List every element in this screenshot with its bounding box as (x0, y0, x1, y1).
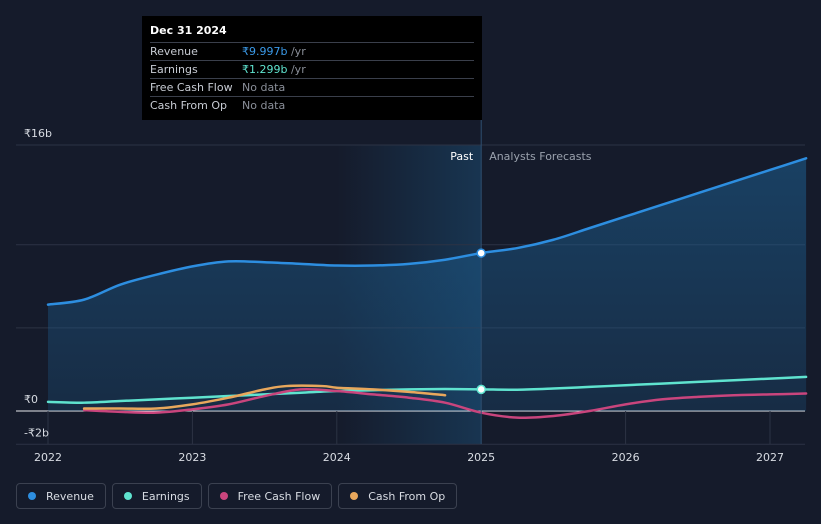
legend-item-earnings[interactable]: Earnings (111, 483, 202, 509)
cash-from-op-dot-icon (350, 492, 359, 500)
tooltip-earnings-suffix: /yr (287, 63, 306, 76)
legend-item-cash-from-op[interactable]: Cash From Op (338, 483, 458, 509)
x-tick-label: 2023 (178, 451, 206, 464)
tooltip-revenue-value: ₹9.997b (242, 45, 288, 58)
y-tick-label: ₹16b (24, 127, 52, 140)
x-axis-labels: 2022 2023 2024 2025 2026 2027 (34, 451, 784, 464)
tooltip-value: ₹9.997b /yr (242, 45, 306, 58)
tooltip-row-earnings: Earnings ₹1.299b /yr (150, 60, 474, 78)
tooltip-label: Free Cash Flow (150, 81, 233, 94)
tooltip-date: Dec 31 2024 (150, 24, 227, 37)
tooltip-label: Cash From Op (150, 99, 228, 112)
tooltip-cfo-value: No data (242, 99, 286, 112)
legend-label: Revenue (46, 489, 94, 503)
tooltip: Dec 31 2024 Revenue ₹9.997b /yr Earnings… (142, 16, 482, 120)
legend-label: Free Cash Flow (237, 489, 321, 503)
revenue-line (46, 157, 808, 306)
x-tick-label: 2024 (323, 451, 351, 464)
legend-label: Cash From Op (368, 489, 446, 503)
tooltip-row-cfo: Cash From Op No data (150, 96, 474, 114)
earnings-line (46, 375, 808, 404)
y-tick-label: -₹2b (24, 426, 49, 439)
x-tick-label: 2026 (612, 451, 640, 464)
area-fills (48, 158, 807, 411)
past-label: Past (450, 150, 474, 163)
x-tick-label: 2025 (467, 451, 495, 464)
revenue-marker (476, 248, 486, 258)
revenue-area (48, 158, 807, 411)
tooltip-label: Revenue (150, 45, 198, 58)
tooltip-label: Earnings (150, 63, 198, 76)
revenue-dot-icon (28, 492, 36, 500)
free-cash-flow-line (82, 387, 808, 420)
legend-item-revenue[interactable]: Revenue (16, 483, 106, 509)
tooltip-earnings-value: ₹1.299b (242, 63, 288, 76)
legend: Revenue Earnings Free Cash Flow Cash Fro… (16, 483, 458, 509)
y-tick-label: ₹0 (24, 393, 38, 406)
tooltip-row-fcf: Free Cash Flow No data (150, 78, 474, 96)
cash-from-op-line (82, 384, 447, 411)
series-lines (46, 157, 808, 420)
free-cash-flow-dot-icon (219, 492, 228, 500)
tooltip-value: ₹1.299b /yr (242, 63, 306, 76)
x-tick-label: 2027 (756, 451, 784, 464)
tooltip-revenue-suffix: /yr (287, 45, 306, 58)
forecast-label: Analysts Forecasts (489, 150, 592, 163)
x-tick-label: 2022 (34, 451, 62, 464)
legend-item-free-cash-flow[interactable]: Free Cash Flow (207, 483, 333, 509)
tooltip-row-revenue: Revenue ₹9.997b /yr (150, 42, 474, 60)
legend-label: Earnings (141, 489, 190, 503)
earnings-marker (476, 384, 486, 395)
earnings-dot-icon (123, 492, 132, 500)
tooltip-fcf-value: No data (242, 81, 286, 94)
y-axis-labels: ₹16b ₹0 -₹2b (24, 127, 52, 439)
